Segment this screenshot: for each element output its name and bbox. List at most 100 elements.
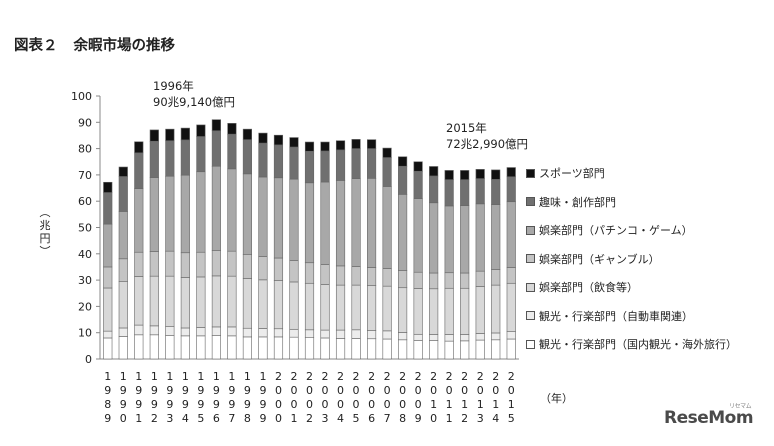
y-axis-label-char: 兆 — [39, 219, 51, 232]
bar-segment — [460, 340, 470, 360]
x-tick-char: 0 — [306, 398, 313, 411]
bar-segment — [273, 144, 284, 179]
x-tick-char: 7 — [228, 412, 235, 425]
bar-segment — [491, 339, 501, 360]
bar-segment — [398, 270, 408, 289]
watermark-logo: ReseMom リセマム — [664, 403, 754, 428]
bar-segment — [304, 337, 315, 360]
bar-segment — [149, 177, 159, 252]
bar-segment — [258, 336, 268, 360]
x-tick-char: 5 — [353, 412, 360, 425]
bar-segment — [320, 181, 330, 265]
y-axis-label-char: 円 — [39, 232, 51, 245]
bar-segment — [273, 134, 284, 146]
bar-segment — [289, 178, 299, 261]
x-tick-char: 0 — [120, 412, 127, 425]
bar-segment — [165, 275, 175, 327]
bar-segment — [320, 337, 330, 360]
x-axis-unit: （年） — [540, 392, 573, 405]
bar-segment — [149, 325, 159, 336]
bar-segment — [444, 179, 454, 207]
bar-segment — [165, 326, 175, 336]
bar-segment — [398, 194, 408, 271]
bar-segment — [335, 180, 346, 267]
x-tick-char: 0 — [275, 398, 282, 411]
x-tick-char: 1 — [228, 370, 235, 383]
legend-label: 娯楽部門（ギャンブル） — [539, 252, 660, 266]
bar-segment — [444, 170, 454, 180]
x-tick-char: 0 — [322, 384, 329, 397]
x-tick-char: 9 — [182, 384, 189, 397]
x-tick-char: 1 — [166, 370, 173, 383]
x-tick-char: 2 — [508, 370, 515, 383]
bar-segment — [429, 202, 439, 274]
x-tick-char: 4 — [492, 412, 499, 425]
bar-segment — [196, 276, 206, 328]
x-tick-char: 9 — [135, 384, 142, 397]
bar-segment — [134, 251, 144, 277]
bar-segment — [180, 277, 190, 329]
bar-segment — [367, 267, 377, 286]
x-tick-char: 9 — [259, 412, 266, 425]
bar-segment — [103, 192, 113, 225]
bar-segment — [211, 130, 221, 167]
legend-swatch — [526, 197, 535, 206]
x-tick-char: 1 — [430, 398, 437, 411]
x-tick-char: 9 — [120, 384, 127, 397]
x-tick-char: 7 — [384, 412, 391, 425]
x-tick-char: 9 — [415, 412, 422, 425]
x-tick-char: 0 — [337, 384, 344, 397]
x-tick-char: 0 — [399, 384, 406, 397]
bar-segment — [227, 275, 237, 328]
bar-segment — [351, 284, 361, 331]
bar-segment — [506, 282, 516, 332]
bar-segment — [506, 267, 516, 284]
bar-segment — [475, 203, 485, 272]
x-tick-char: 0 — [508, 384, 515, 397]
x-tick-char: 9 — [104, 412, 111, 425]
bar-segment — [103, 181, 113, 193]
bar-segment — [134, 276, 144, 326]
bar-segment — [149, 251, 159, 277]
bar-segment — [429, 340, 439, 360]
bar-segment — [258, 279, 268, 329]
bar-segment — [196, 327, 206, 337]
bar-segment — [382, 285, 392, 332]
x-tick-char: 1 — [244, 370, 251, 383]
bar-segment — [289, 336, 299, 360]
bar-segment — [196, 335, 206, 360]
bar-segment — [413, 333, 423, 341]
bar-segment — [413, 340, 423, 360]
bar-segment — [382, 268, 392, 287]
bar-segment — [227, 133, 237, 170]
x-tick-char: 0 — [430, 412, 437, 425]
bar-segment — [506, 331, 516, 340]
x-tick-char: 8 — [104, 398, 111, 411]
bar-segment — [289, 137, 299, 148]
x-tick-char: 0 — [368, 384, 375, 397]
bar-segment — [491, 169, 501, 180]
bar-segment — [351, 139, 361, 149]
bar-segment — [149, 140, 159, 178]
bar-segment — [506, 201, 516, 268]
x-tick-char: 2 — [430, 370, 437, 383]
bar-segment — [134, 334, 144, 360]
bar-segment — [367, 338, 377, 360]
legend-swatch — [526, 282, 535, 292]
bar-segment — [149, 334, 159, 360]
bar-segment — [118, 336, 128, 360]
x-tick-char: 1 — [508, 398, 515, 411]
x-tick-char: 9 — [182, 398, 189, 411]
bar-segment — [304, 329, 315, 338]
x-tick-char: 2 — [446, 370, 453, 383]
legend-item: 観光・行楽部門（国内観光・海外旅行） — [526, 337, 737, 351]
bar-segment — [227, 326, 237, 337]
bar-segment — [103, 287, 113, 332]
